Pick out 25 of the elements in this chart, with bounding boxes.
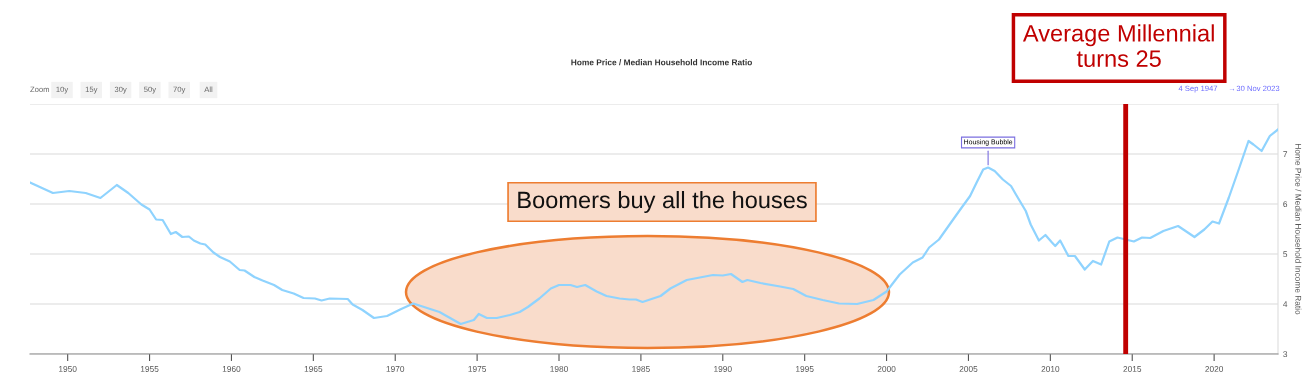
x-tick-label: 1980: [550, 366, 568, 372]
annotation: Boomers buy all the houses: [518, 191, 807, 213]
x-tick-label: 1950: [59, 366, 77, 372]
y-axis-title: Home Price / Median Household Income Ratio: [1295, 144, 1302, 315]
x-tick-label: 1990: [714, 366, 732, 372]
x-tick-label: 1960: [222, 366, 241, 372]
x-tick-label: 2005: [959, 366, 978, 372]
line-series: [30, 128, 1278, 326]
x-tick-label: 1975: [468, 366, 487, 372]
x-tick-label: 1970: [386, 366, 405, 372]
x-tick-label: 2010: [1041, 366, 1060, 372]
ref-line-label: Average Millennial turns 25: [1022, 24, 1214, 68]
x-tick-label: 2020: [1205, 366, 1224, 372]
y-tick-label: 7: [1283, 151, 1288, 158]
x-tick-label: 1995: [796, 366, 814, 372]
y-tick-label: 6: [1283, 201, 1288, 208]
x-tick-label: 1955: [140, 366, 159, 372]
chart-title: Home Price / Median Household Income Ratio: [571, 59, 752, 66]
y-tick-label: 5: [1283, 251, 1288, 258]
x-tick-label: 2015: [1123, 366, 1142, 372]
y-tick-label: 3: [1283, 351, 1288, 358]
y-tick-label: 4: [1283, 301, 1288, 308]
x-tick-label: 1965: [304, 366, 323, 372]
x-tick-label: 1985: [632, 366, 650, 372]
x-tick-label: 2000: [877, 366, 896, 372]
